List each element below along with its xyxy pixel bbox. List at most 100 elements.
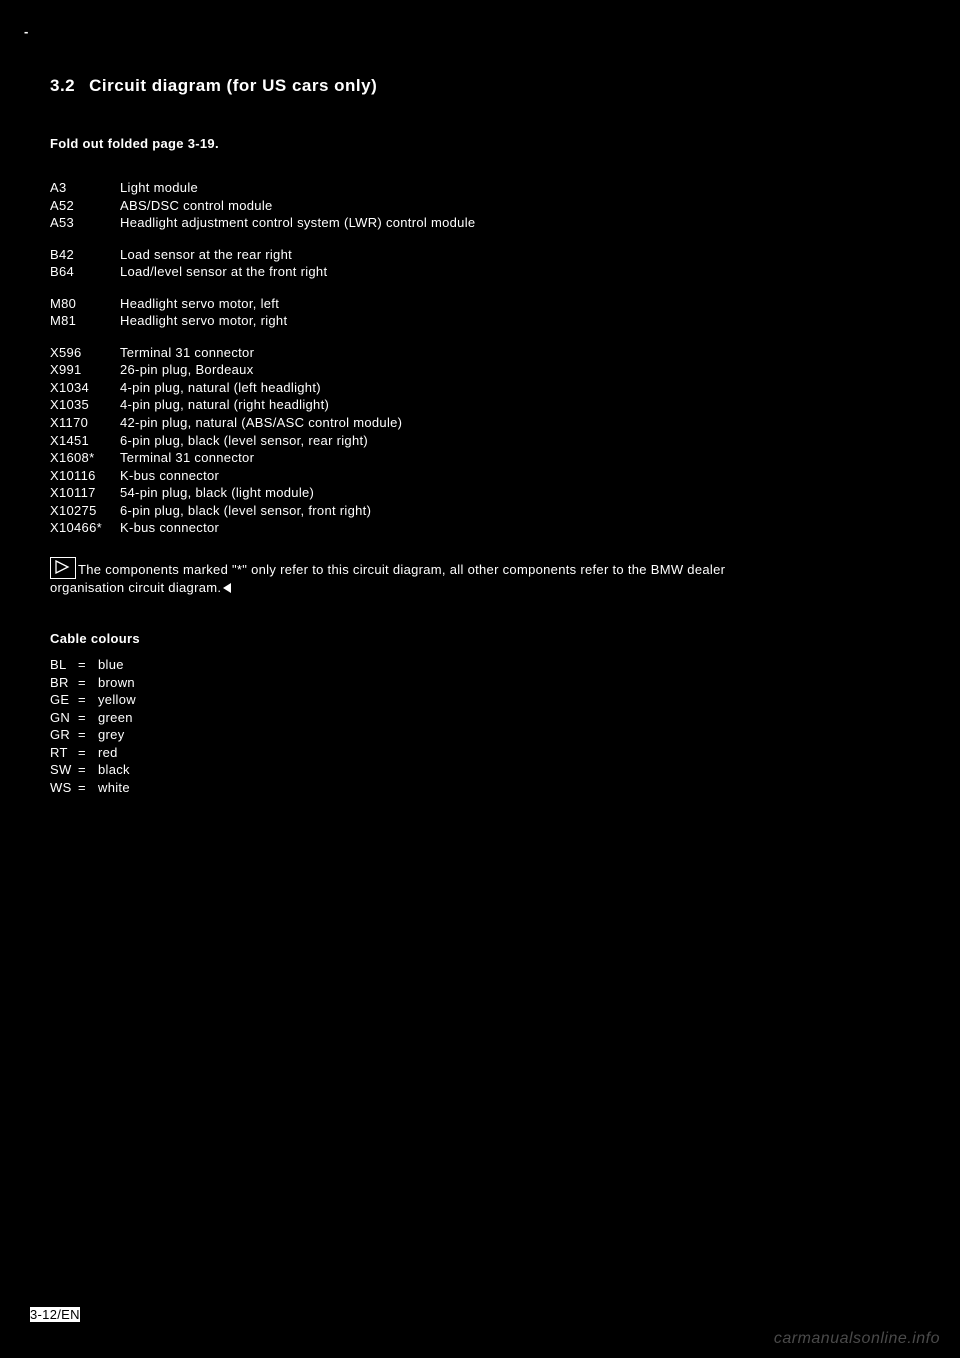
colour-equals: = [78, 744, 98, 762]
colour-row: RT=red [50, 744, 910, 762]
component-code: A52 [50, 197, 120, 215]
colour-row: GE=yellow [50, 691, 910, 709]
heading-number: 3.2 [50, 76, 75, 95]
component-desc: ABS/DSC control module [120, 198, 273, 213]
component-desc: 6-pin plug, black (level sensor, front r… [120, 503, 371, 518]
colour-abbr: GR [50, 726, 78, 744]
component-desc: Light module [120, 180, 198, 195]
component-row: A52ABS/DSC control module [50, 197, 910, 215]
colour-row: GR=grey [50, 726, 910, 744]
component-code: A53 [50, 214, 120, 232]
note-block: The components marked "*" only refer to … [50, 557, 910, 597]
colour-equals: = [78, 656, 98, 674]
component-row: X1011754-pin plug, black (light module) [50, 484, 910, 502]
component-group: A3Light moduleA52ABS/DSC control moduleA… [50, 179, 910, 232]
colour-name: red [98, 745, 118, 760]
page-content: 3.2 Circuit diagram (for US cars only) Fo… [0, 0, 960, 836]
component-code: M81 [50, 312, 120, 330]
component-row: X14516-pin plug, black (level sensor, re… [50, 432, 910, 450]
colour-name: green [98, 710, 133, 725]
colour-row: WS=white [50, 779, 910, 797]
play-note-icon [50, 557, 76, 579]
note-text-line1: The components marked "*" only refer to … [78, 562, 725, 577]
component-row: A3Light module [50, 179, 910, 197]
component-row: X10116K-bus connector [50, 467, 910, 485]
component-row: X10354-pin plug, natural (right headligh… [50, 396, 910, 414]
colour-equals: = [78, 691, 98, 709]
colour-name: white [98, 780, 130, 795]
heading-title: Circuit diagram (for US cars only) [89, 76, 377, 95]
colour-equals: = [78, 709, 98, 727]
colour-name: blue [98, 657, 124, 672]
component-code: X596 [50, 344, 120, 362]
component-desc: Terminal 31 connector [120, 450, 254, 465]
component-code: X1035 [50, 396, 120, 414]
colour-abbr: BL [50, 656, 78, 674]
colour-equals: = [78, 726, 98, 744]
component-code: X10117 [50, 484, 120, 502]
fold-note: Fold out folded page 3-19. [50, 136, 910, 151]
component-desc: Terminal 31 connector [120, 345, 254, 360]
component-code: X1170 [50, 414, 120, 432]
colour-row: SW=black [50, 761, 910, 779]
component-code: X10116 [50, 467, 120, 485]
colour-name: black [98, 762, 130, 777]
component-row: M80Headlight servo motor, left [50, 295, 910, 313]
component-code: X1451 [50, 432, 120, 450]
section-heading: 3.2 Circuit diagram (for US cars only) [50, 76, 910, 96]
component-group: B42Load sensor at the rear rightB64Load/… [50, 246, 910, 281]
end-marker-icon [223, 583, 231, 593]
component-list: A3Light moduleA52ABS/DSC control moduleA… [50, 179, 910, 537]
component-code: X991 [50, 361, 120, 379]
component-desc: K-bus connector [120, 468, 219, 483]
component-desc: 42-pin plug, natural (ABS/ASC control mo… [120, 415, 402, 430]
component-code: X10466* [50, 519, 120, 537]
colour-abbr: BR [50, 674, 78, 692]
colour-row: GN=green [50, 709, 910, 727]
component-desc: 4-pin plug, natural (right headlight) [120, 397, 329, 412]
component-group: M80Headlight servo motor, leftM81Headlig… [50, 295, 910, 330]
component-desc: 4-pin plug, natural (left headlight) [120, 380, 321, 395]
watermark: carmanualsonline.info [774, 1330, 940, 1348]
component-desc: Load sensor at the rear right [120, 247, 292, 262]
component-row: X99126-pin plug, Bordeaux [50, 361, 910, 379]
colour-row: BR=brown [50, 674, 910, 692]
component-code: B64 [50, 263, 120, 281]
component-code: M80 [50, 295, 120, 313]
component-row: A53Headlight adjustment control system (… [50, 214, 910, 232]
corner-mark: - [24, 24, 28, 39]
component-row: X596Terminal 31 connector [50, 344, 910, 362]
colour-equals: = [78, 761, 98, 779]
colour-list: BL=blueBR=brownGE=yellowGN=greenGR=greyR… [50, 656, 910, 796]
component-row: X1608*Terminal 31 connector [50, 449, 910, 467]
note-text-line2: organisation circuit diagram. [50, 580, 221, 595]
component-desc: Headlight servo motor, left [120, 296, 279, 311]
component-row: X10344-pin plug, natural (left headlight… [50, 379, 910, 397]
colour-name: brown [98, 675, 135, 690]
colour-abbr: SW [50, 761, 78, 779]
component-row: M81Headlight servo motor, right [50, 312, 910, 330]
component-desc: 26-pin plug, Bordeaux [120, 362, 254, 377]
colour-equals: = [78, 674, 98, 692]
component-code: X10275 [50, 502, 120, 520]
colour-row: BL=blue [50, 656, 910, 674]
colour-equals: = [78, 779, 98, 797]
colour-abbr: GE [50, 691, 78, 709]
page-number: 3-12/EN [30, 1307, 80, 1322]
colour-abbr: RT [50, 744, 78, 762]
component-desc: 6-pin plug, black (level sensor, rear ri… [120, 433, 368, 448]
component-desc: 54-pin plug, black (light module) [120, 485, 314, 500]
component-row: B42Load sensor at the rear right [50, 246, 910, 264]
colour-name: grey [98, 727, 125, 742]
component-row: B64Load/level sensor at the front right [50, 263, 910, 281]
component-row: X102756-pin plug, black (level sensor, f… [50, 502, 910, 520]
cable-colours-heading: Cable colours [50, 631, 910, 646]
component-code: X1608* [50, 449, 120, 467]
component-row: X117042-pin plug, natural (ABS/ASC contr… [50, 414, 910, 432]
colour-abbr: GN [50, 709, 78, 727]
component-desc: Headlight servo motor, right [120, 313, 287, 328]
component-code: B42 [50, 246, 120, 264]
colour-abbr: WS [50, 779, 78, 797]
component-code: A3 [50, 179, 120, 197]
component-group: X596Terminal 31 connectorX99126-pin plug… [50, 344, 910, 537]
